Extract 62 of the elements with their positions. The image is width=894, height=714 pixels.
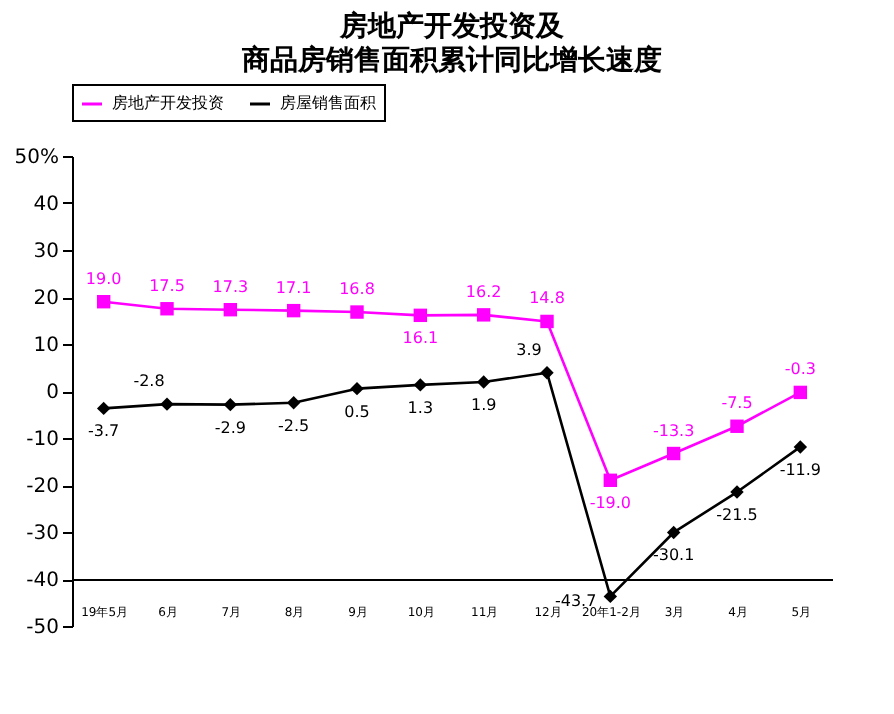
y-tick-label: 10 xyxy=(33,335,59,357)
chart-title: 房地产开发投资及 xyxy=(338,9,566,43)
y-tick-label: 20 xyxy=(33,288,59,310)
data-label: 17.1 xyxy=(275,278,312,297)
data-label: 1.3 xyxy=(407,398,434,417)
data-label: 17.5 xyxy=(149,276,185,295)
point xyxy=(730,419,744,433)
point xyxy=(540,365,554,380)
data-label: 14.8 xyxy=(529,289,565,308)
data-label: 16.8 xyxy=(339,280,375,299)
point xyxy=(350,381,364,396)
point xyxy=(730,485,744,499)
point xyxy=(793,440,808,454)
point xyxy=(350,305,364,319)
data-label: -2.9 xyxy=(214,418,246,437)
y-tick-label: 0 xyxy=(46,382,59,404)
point xyxy=(793,385,808,400)
y-tick-label: 40 xyxy=(33,194,59,216)
data-label: -19.0 xyxy=(589,494,632,513)
y-tick-label: 30 xyxy=(33,241,59,263)
point xyxy=(160,302,174,316)
point xyxy=(476,308,491,322)
data-label: 1.9 xyxy=(470,396,497,415)
point xyxy=(286,396,301,410)
point xyxy=(666,446,681,461)
point xyxy=(160,397,174,411)
data-label: 16.2 xyxy=(465,282,502,301)
y-tick-label: 50% xyxy=(14,147,59,169)
point xyxy=(286,303,301,318)
data-label: -3.7 xyxy=(88,422,120,441)
data-label: -2.8 xyxy=(133,372,165,391)
y-tick-label: -20 xyxy=(26,476,59,498)
data-label: 0.5 xyxy=(344,402,370,421)
point xyxy=(413,308,428,323)
point xyxy=(96,401,111,416)
point xyxy=(603,473,618,488)
chart-subtitle: 商品房销售面积累计同比增长速度 xyxy=(240,43,662,77)
y-tick-label: -50 xyxy=(26,617,59,639)
data-label: -13.3 xyxy=(652,421,695,440)
data-label: 17.3 xyxy=(212,277,249,296)
point xyxy=(540,314,554,329)
data-label: -11.9 xyxy=(779,460,822,479)
point xyxy=(603,589,618,604)
data-label: 3.9 xyxy=(516,340,542,359)
y-tick-label: -30 xyxy=(26,523,59,545)
data-label: 16.1 xyxy=(402,329,439,348)
point xyxy=(413,378,428,392)
legend-label: 房屋销售面积 xyxy=(280,94,376,112)
point xyxy=(223,397,238,412)
y-tick-label: -40 xyxy=(26,570,59,592)
y-tick-label: -10 xyxy=(26,429,59,451)
legend-label: 房地产开发投资 xyxy=(112,94,224,112)
data-label: -2.5 xyxy=(278,416,310,435)
point xyxy=(223,302,238,317)
data-label: -7.5 xyxy=(721,394,753,413)
data-label: -30.1 xyxy=(652,546,695,565)
point xyxy=(96,294,111,309)
data-label: -21.5 xyxy=(716,506,758,525)
point xyxy=(666,525,681,540)
data-label: -0.3 xyxy=(784,360,816,379)
point xyxy=(476,375,491,389)
data-label: 19.0 xyxy=(85,269,122,288)
